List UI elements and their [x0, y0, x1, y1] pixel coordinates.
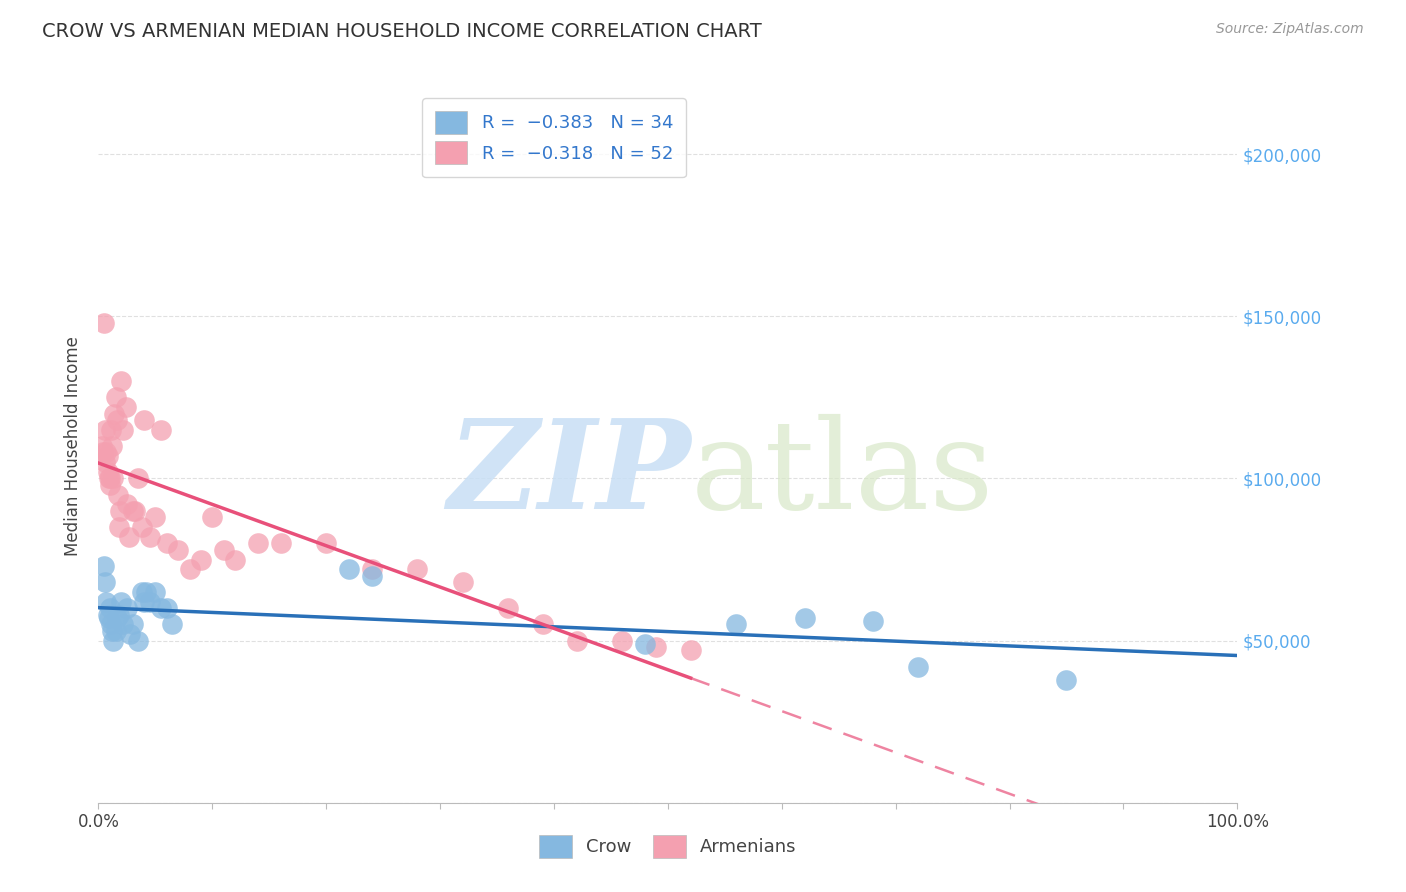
Text: CROW VS ARMENIAN MEDIAN HOUSEHOLD INCOME CORRELATION CHART: CROW VS ARMENIAN MEDIAN HOUSEHOLD INCOME…	[42, 22, 762, 41]
Point	[131, 520, 153, 534]
Point	[96, 595, 118, 609]
Point	[97, 471, 120, 485]
Point	[115, 601, 138, 615]
Point	[190, 552, 212, 566]
Point	[91, 445, 114, 459]
Point	[98, 601, 121, 615]
Point	[156, 536, 179, 550]
Point	[167, 542, 190, 557]
Y-axis label: Median Household Income: Median Household Income	[65, 336, 83, 556]
Point	[451, 575, 474, 590]
Legend: Crow, Armenians: Crow, Armenians	[531, 828, 804, 865]
Point	[224, 552, 246, 566]
Point	[112, 423, 135, 437]
Point	[793, 611, 815, 625]
Point	[150, 601, 173, 615]
Point	[201, 510, 224, 524]
Point	[97, 611, 120, 625]
Point	[101, 439, 124, 453]
Point	[110, 374, 132, 388]
Point	[104, 624, 127, 638]
Point	[118, 530, 141, 544]
Point	[100, 617, 122, 632]
Point	[105, 413, 128, 427]
Point	[103, 633, 125, 648]
Point	[132, 413, 155, 427]
Point	[907, 659, 929, 673]
Point	[115, 497, 138, 511]
Point	[360, 568, 382, 582]
Point	[132, 595, 155, 609]
Point	[124, 504, 146, 518]
Point	[94, 455, 117, 469]
Point	[179, 562, 201, 576]
Point	[360, 562, 382, 576]
Point	[645, 640, 668, 654]
Point	[862, 614, 884, 628]
Point	[138, 530, 160, 544]
Point	[406, 562, 429, 576]
Point	[565, 633, 588, 648]
Point	[93, 316, 115, 330]
Text: Source: ZipAtlas.com: Source: ZipAtlas.com	[1216, 22, 1364, 37]
Point	[127, 471, 149, 485]
Point	[498, 601, 520, 615]
Point	[145, 585, 167, 599]
Point	[108, 607, 131, 622]
Point	[246, 536, 269, 550]
Point	[100, 423, 122, 437]
Point	[337, 562, 360, 576]
Point	[98, 478, 121, 492]
Point	[90, 439, 112, 453]
Point	[120, 627, 142, 641]
Point	[110, 595, 132, 609]
Point	[679, 643, 702, 657]
Point	[634, 637, 657, 651]
Point	[315, 536, 337, 550]
Point	[112, 617, 135, 632]
Point	[94, 423, 117, 437]
Point	[612, 633, 634, 648]
Point	[127, 633, 149, 648]
Point	[103, 471, 125, 485]
Point	[96, 465, 118, 479]
Point	[104, 390, 127, 404]
Point	[725, 617, 748, 632]
Point	[105, 611, 128, 625]
Point	[121, 504, 143, 518]
Point	[150, 423, 173, 437]
Point	[98, 471, 121, 485]
Point	[96, 449, 118, 463]
Point	[531, 617, 554, 632]
Point	[103, 407, 125, 421]
Point	[135, 585, 157, 599]
Point	[138, 595, 160, 609]
Point	[108, 520, 131, 534]
Point	[270, 536, 292, 550]
Text: atlas: atlas	[690, 414, 994, 535]
Point	[121, 617, 143, 632]
Point	[162, 617, 184, 632]
Point	[145, 510, 167, 524]
Point	[108, 504, 131, 518]
Point	[101, 624, 124, 638]
Point	[107, 488, 129, 502]
Point	[156, 601, 179, 615]
Text: ZIP: ZIP	[447, 414, 690, 535]
Point	[212, 542, 235, 557]
Point	[94, 575, 117, 590]
Point	[96, 445, 118, 459]
Point	[131, 585, 153, 599]
Point	[1054, 673, 1078, 687]
Point	[93, 559, 115, 574]
Point	[114, 400, 136, 414]
Point	[96, 607, 118, 622]
